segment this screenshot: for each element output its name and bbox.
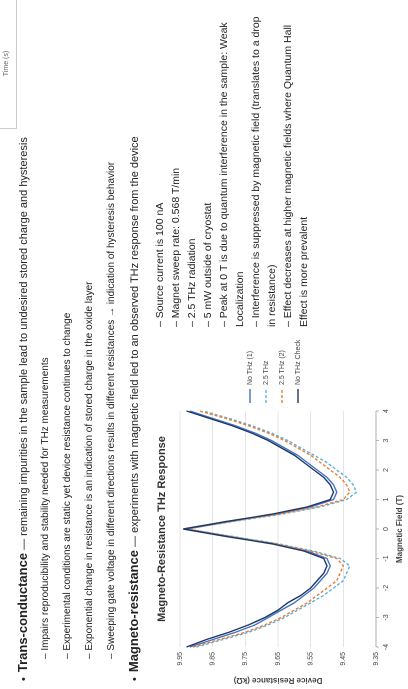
bullet: Magneto-resistance — experiments with ma… xyxy=(123,1,146,681)
note: – Interference is suppressed by magnetic… xyxy=(250,16,278,328)
note: – Peak at 0 T is due to quantum interfer… xyxy=(218,22,246,327)
y-tick-label: 9.35 xyxy=(373,652,380,666)
y-tick-label: 9.75 xyxy=(242,652,249,666)
x-tick-label: -3 xyxy=(383,614,390,620)
note: – Magnet sweep rate: 0.568 T/min xyxy=(170,167,182,327)
y-tick-label: 9.55 xyxy=(308,652,315,666)
notes: – Source current is 100 nA – Magnet sweep… xyxy=(152,7,312,328)
legend-label: No THz Check xyxy=(295,339,302,385)
legend-label: 2.5 THz (2) xyxy=(279,350,286,385)
x-tick-label: 0 xyxy=(383,527,390,531)
x-tick-label: 4 xyxy=(383,409,390,413)
y-tick-label: 9.45 xyxy=(340,652,347,666)
legend-label: No THz (1) xyxy=(247,351,254,385)
note: – 5 mW outside of cryostat xyxy=(202,202,214,327)
series-line xyxy=(186,410,351,648)
bullet-text: — experiments with magnetic field led to… xyxy=(129,136,141,551)
series-line xyxy=(186,410,358,648)
legend-label: 2.5 THz xyxy=(263,360,270,385)
y-tick-label: 9.65 xyxy=(275,652,282,666)
x-tick-label: 2 xyxy=(383,468,390,472)
sub-bullet: – Exponential change in resistance is an… xyxy=(84,281,95,659)
x-tick-label: 1 xyxy=(383,497,390,501)
x-tick-label: -2 xyxy=(383,585,390,591)
bullet-text: — remaining impurities in the sample lea… xyxy=(18,137,30,553)
y-axis-label: Device Resistance (kΩ) xyxy=(233,676,322,685)
bullet-term: Trans-conductance xyxy=(15,552,30,673)
chart-title: Magneto-Resistance THz Response xyxy=(156,436,168,622)
series-line xyxy=(186,410,338,648)
x-tick-label: 3 xyxy=(383,438,390,442)
sub-bullet: – Impairs reproducibility and stability … xyxy=(40,357,51,659)
sub-bullet: – Sweeping gate voltage in different dir… xyxy=(106,161,117,659)
y-tick-label: 9.95 xyxy=(177,652,184,666)
note: – 2.5 THz radiation xyxy=(186,238,198,327)
bullet-term: Magneto-resistance xyxy=(126,550,141,673)
note: – Effect decreases at higher magnetic fi… xyxy=(282,24,310,327)
y-tick-label: 9.85 xyxy=(210,652,217,666)
note: – Source current is 100 nA xyxy=(154,202,166,327)
chart: Magneto-Resistance THz Response 9.35 9.45 9… xyxy=(156,339,404,685)
x-tick-label: -1 xyxy=(383,555,390,561)
sub-bullet: – Experimental conditions are static yet… xyxy=(62,312,73,659)
series-line xyxy=(183,410,335,648)
x-tick-label: -4 xyxy=(383,644,390,650)
bullet: Trans-conductance — remaining impurities… xyxy=(12,1,35,681)
x-axis-label: Magnetic Field (T) xyxy=(395,495,404,563)
bullet-list: Trans-conductance — remaining impurities… xyxy=(12,1,146,681)
